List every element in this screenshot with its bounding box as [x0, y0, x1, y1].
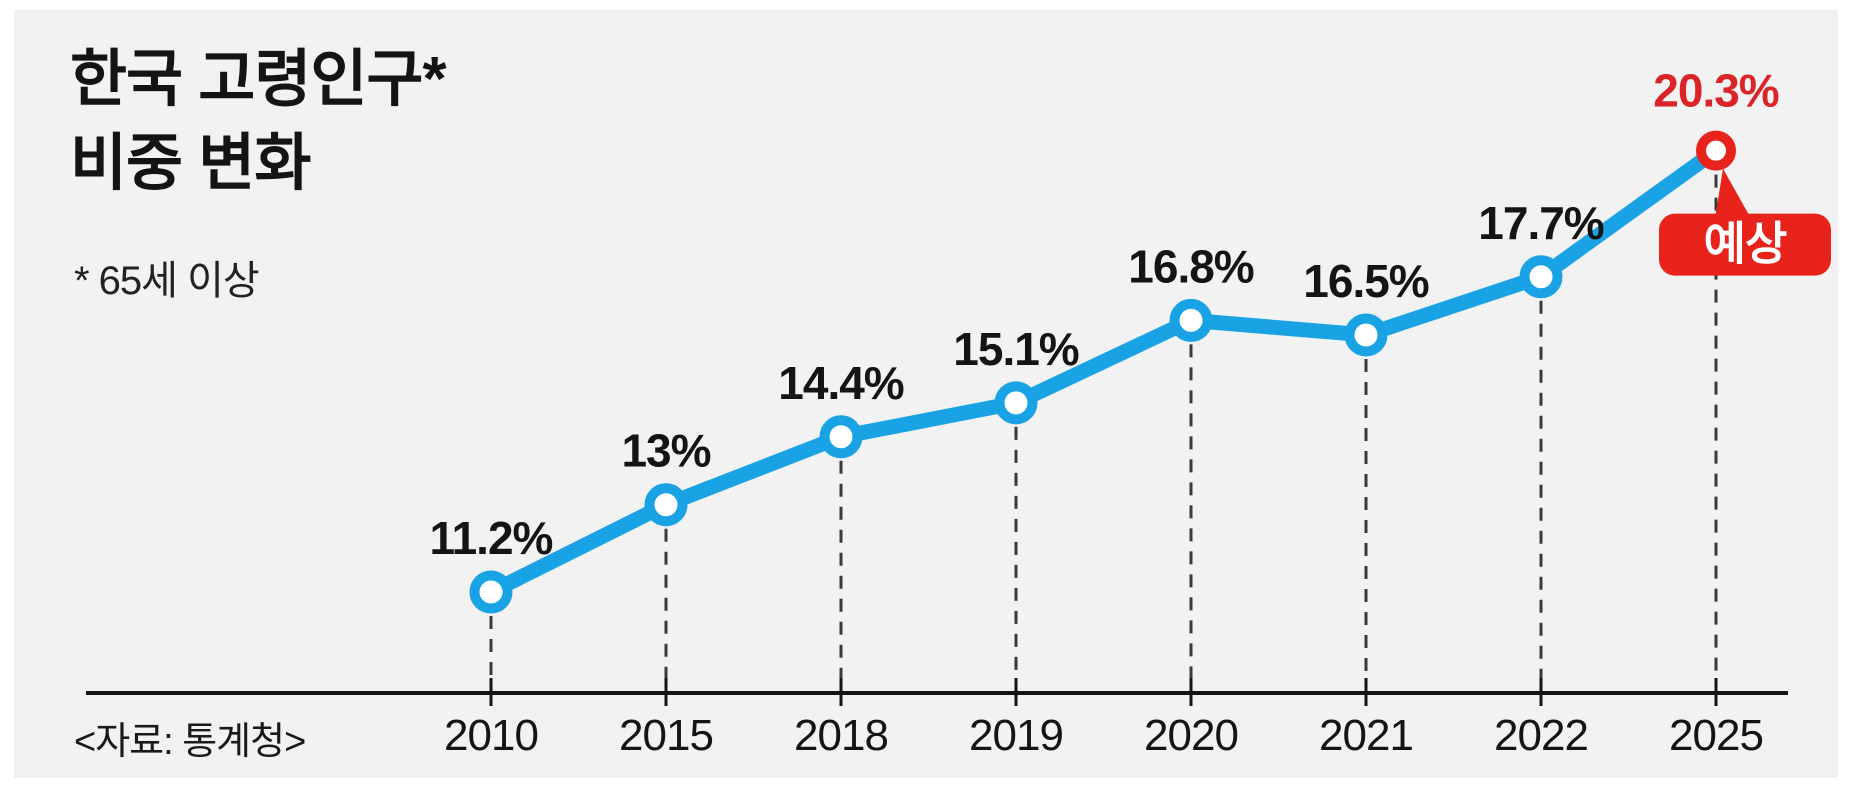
forecast-badge	[1659, 213, 1831, 276]
data-point-2022	[1519, 255, 1563, 299]
x-tick-label-2015: 2015	[619, 711, 713, 760]
x-tick-label-2019: 2019	[969, 711, 1063, 760]
x-tick-label-2020: 2020	[1144, 711, 1238, 760]
data-point-2018	[819, 415, 863, 459]
value-label-2010: 11.2%	[430, 512, 553, 564]
source-label: <자료: 통계청>	[74, 721, 306, 763]
chart-title-line1: 한국 고령인구*	[70, 45, 447, 114]
value-label-2021: 16.5%	[1303, 255, 1429, 307]
data-point-2010	[469, 570, 513, 614]
data-line	[483, 143, 1724, 600]
value-label-2015: 13%	[621, 425, 710, 477]
forecast-badge-label: 예상	[1704, 218, 1787, 270]
data-point-2019	[994, 381, 1038, 425]
value-label-2020: 16.8%	[1128, 240, 1254, 292]
x-tick-label-2018: 2018	[794, 711, 888, 760]
line-chart: 2010 2015 2018 2019 2020 2021 2022 2025 예상 11.2% 1…	[86, 65, 1831, 760]
x-tick-label-2021: 2021	[1319, 711, 1413, 760]
chart-title-line2: 비중 변화	[70, 128, 311, 198]
chart-footnote: * 65세 이상	[74, 259, 260, 303]
x-tick-label-2010: 2010	[444, 711, 538, 760]
value-label-2025: 20.3%	[1653, 65, 1779, 117]
x-tick-label-2022: 2022	[1494, 711, 1588, 760]
x-tick-label-2025: 2025	[1669, 711, 1763, 760]
value-label-2018: 14.4%	[778, 357, 904, 409]
chart-title: 한국 고령인구* 비중 변화	[70, 38, 447, 205]
value-label-2019: 15.1%	[953, 323, 1079, 375]
data-point-2021	[1344, 313, 1388, 357]
data-point-forecast-2025	[1696, 130, 1736, 171]
data-point-2020	[1169, 298, 1213, 342]
value-label-2022: 17.7%	[1478, 197, 1604, 249]
data-point-2015	[644, 483, 688, 527]
forecast-badge-tail	[1715, 168, 1751, 219]
chart-panel: 한국 고령인구* 비중 변화 * 65세 이상 2010 2015 2018 2019…	[14, 10, 1838, 778]
